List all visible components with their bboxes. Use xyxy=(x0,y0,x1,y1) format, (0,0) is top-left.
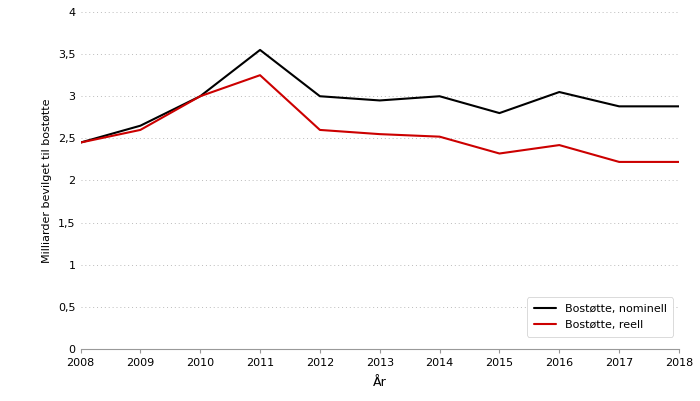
Bostøtte, reell xyxy=(256,73,265,78)
Bostøtte, nominell xyxy=(555,90,564,95)
Bostøtte, nominell xyxy=(495,111,503,115)
Bostøtte, reell xyxy=(375,132,384,136)
Bostøtte, nominell xyxy=(435,94,444,99)
Bostøtte, nominell xyxy=(256,48,265,53)
Bostøtte, reell xyxy=(675,160,683,164)
Bostøtte, reell xyxy=(615,160,623,164)
Bostøtte, nominell xyxy=(675,104,683,109)
Bostøtte, reell xyxy=(555,143,564,148)
Line: Bostøtte, reell: Bostøtte, reell xyxy=(80,75,679,162)
Y-axis label: Milliarder bevilget til bostøtte: Milliarder bevilget til bostøtte xyxy=(43,98,52,263)
Bostøtte, nominell xyxy=(196,94,204,99)
Line: Bostøtte, nominell: Bostøtte, nominell xyxy=(80,50,679,143)
Bostøtte, reell xyxy=(435,134,444,139)
Bostøtte, nominell xyxy=(615,104,623,109)
Bostøtte, nominell xyxy=(136,124,145,128)
Bostøtte, reell xyxy=(316,128,324,132)
X-axis label: År: År xyxy=(373,376,386,389)
Bostøtte, nominell xyxy=(76,140,85,145)
Legend: Bostøtte, nominell, Bostøtte, reell: Bostøtte, nominell, Bostøtte, reell xyxy=(527,298,673,336)
Bostøtte, reell xyxy=(196,94,204,99)
Bostøtte, nominell xyxy=(316,94,324,99)
Bostøtte, nominell xyxy=(375,98,384,103)
Bostøtte, reell xyxy=(136,128,145,132)
Bostøtte, reell xyxy=(76,140,85,145)
Bostøtte, reell xyxy=(495,151,503,156)
